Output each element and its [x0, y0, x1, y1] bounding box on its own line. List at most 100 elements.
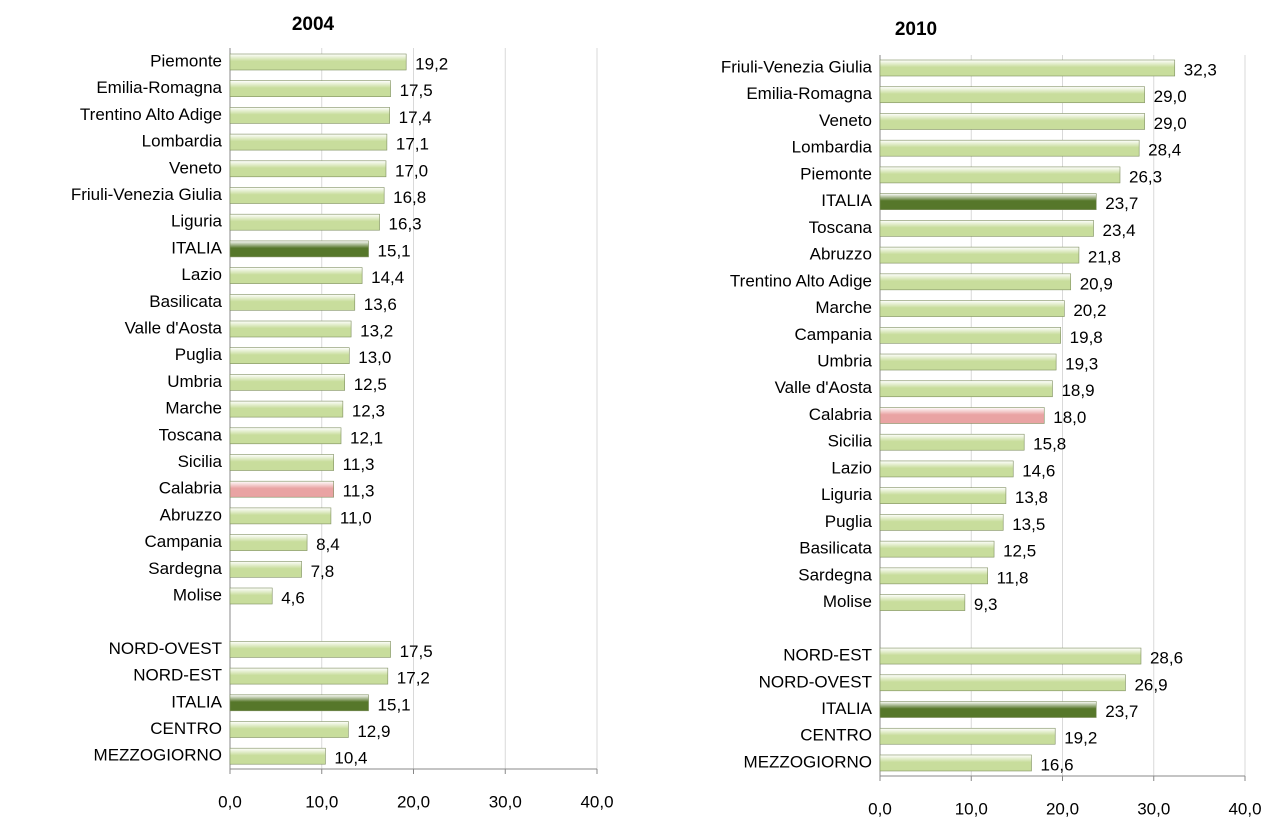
y-tick-label: CENTRO [800, 726, 872, 745]
data-label: 23,7 [1105, 194, 1138, 213]
data-label: 18,0 [1053, 408, 1086, 427]
data-label: 15,1 [378, 241, 411, 260]
bar [879, 220, 1094, 237]
bar [879, 86, 1145, 104]
y-tick-label: Calabria [809, 405, 873, 424]
bar [879, 353, 1057, 371]
y-tick-label: NORD-EST [133, 666, 222, 685]
x-tick-label: 10,0 [305, 792, 338, 811]
chart-title: 2010 [895, 19, 937, 40]
bar [229, 480, 334, 498]
bar [879, 647, 1142, 665]
data-label: 20,2 [1073, 301, 1106, 320]
x-tick-label: 0,0 [868, 799, 892, 818]
y-tick-label: NORD-OVEST [109, 639, 222, 658]
y-tick-label: Puglia [825, 512, 873, 531]
bar [229, 133, 388, 151]
data-label: 19,3 [1065, 355, 1098, 374]
y-tick-label: Piemonte [150, 51, 222, 70]
bar [229, 560, 302, 578]
bar [229, 507, 332, 525]
data-label: 19,2 [415, 54, 448, 73]
y-tick-label: Lazio [181, 265, 222, 284]
data-label: 10,4 [334, 749, 367, 768]
bar [229, 240, 369, 258]
bar [879, 246, 1080, 264]
y-tick-label: MEZZOGIORNO [94, 746, 222, 765]
data-label: 11,3 [343, 482, 375, 501]
bar [879, 113, 1145, 130]
bar [879, 514, 1004, 531]
data-label: 12,5 [354, 375, 387, 394]
x-tick-label: 30,0 [1137, 799, 1170, 818]
y-tick-label: Valle d'Aosta [125, 318, 223, 337]
bar [229, 160, 387, 178]
y-tick-label: Umbria [167, 372, 222, 391]
bar [879, 433, 1025, 451]
data-label: 13,6 [364, 295, 397, 314]
data-label: 28,6 [1150, 649, 1183, 668]
bar [879, 674, 1126, 692]
bar [879, 59, 1176, 77]
y-tick-label: Basilicata [149, 292, 222, 311]
bar [879, 594, 966, 611]
data-label: 17,5 [400, 81, 433, 100]
x-tick-label: 20,0 [397, 792, 430, 811]
data-label: 12,1 [350, 428, 383, 447]
data-label: 13,5 [1012, 515, 1045, 534]
chart-title: 2004 [292, 14, 335, 35]
y-tick-label: ITALIA [821, 699, 872, 718]
y-tick-label: Molise [173, 585, 222, 604]
bar [229, 667, 389, 685]
data-label: 8,4 [316, 535, 340, 554]
bar [229, 107, 390, 124]
data-label: 16,8 [393, 188, 426, 207]
data-label: 26,9 [1134, 675, 1167, 694]
y-tick-label: Lombardia [792, 138, 873, 157]
y-tick-label: Abruzzo [810, 245, 872, 264]
data-label: 19,8 [1070, 328, 1103, 347]
data-label: 12,9 [357, 722, 390, 741]
bar [229, 80, 391, 97]
y-tick-label: Marche [815, 298, 872, 317]
bar [879, 139, 1140, 157]
data-label: 9,3 [974, 595, 998, 614]
bar [229, 534, 308, 551]
data-label: 13,0 [358, 348, 391, 367]
y-tick-label: Liguria [171, 212, 223, 231]
x-tick-label: 0,0 [218, 792, 242, 811]
data-label: 17,2 [397, 669, 430, 688]
bar [879, 300, 1065, 317]
y-tick-label: Basilicata [799, 539, 872, 558]
bar [229, 374, 345, 391]
bar [229, 721, 349, 738]
bar [879, 407, 1045, 424]
x-tick-label: 40,0 [580, 792, 613, 811]
y-tick-label: Campania [145, 532, 223, 551]
y-tick-label: Sardegna [148, 559, 222, 578]
y-tick-label: Sicilia [178, 452, 223, 471]
x-tick-label: 40,0 [1228, 799, 1261, 818]
bar [229, 454, 334, 471]
y-tick-label: Piemonte [800, 164, 872, 183]
y-tick-label: ITALIA [171, 238, 222, 257]
data-label: 16,3 [389, 215, 422, 234]
data-label: 15,1 [378, 695, 411, 714]
bar [229, 400, 344, 418]
data-label: 13,2 [360, 321, 393, 340]
y-tick-label: Lazio [831, 458, 872, 477]
data-label: 23,4 [1103, 221, 1136, 240]
bar [879, 166, 1121, 184]
bar [879, 540, 995, 558]
y-tick-label: Marche [165, 399, 222, 418]
bar [229, 347, 350, 365]
bar [229, 427, 342, 445]
x-tick-label: 20,0 [1046, 799, 1079, 818]
bar [229, 293, 356, 311]
y-tick-label: Veneto [169, 158, 222, 177]
data-label: 17,5 [400, 642, 433, 661]
data-label: 20,9 [1080, 274, 1113, 293]
data-label: 13,8 [1015, 488, 1048, 507]
data-label: 12,3 [352, 402, 385, 421]
